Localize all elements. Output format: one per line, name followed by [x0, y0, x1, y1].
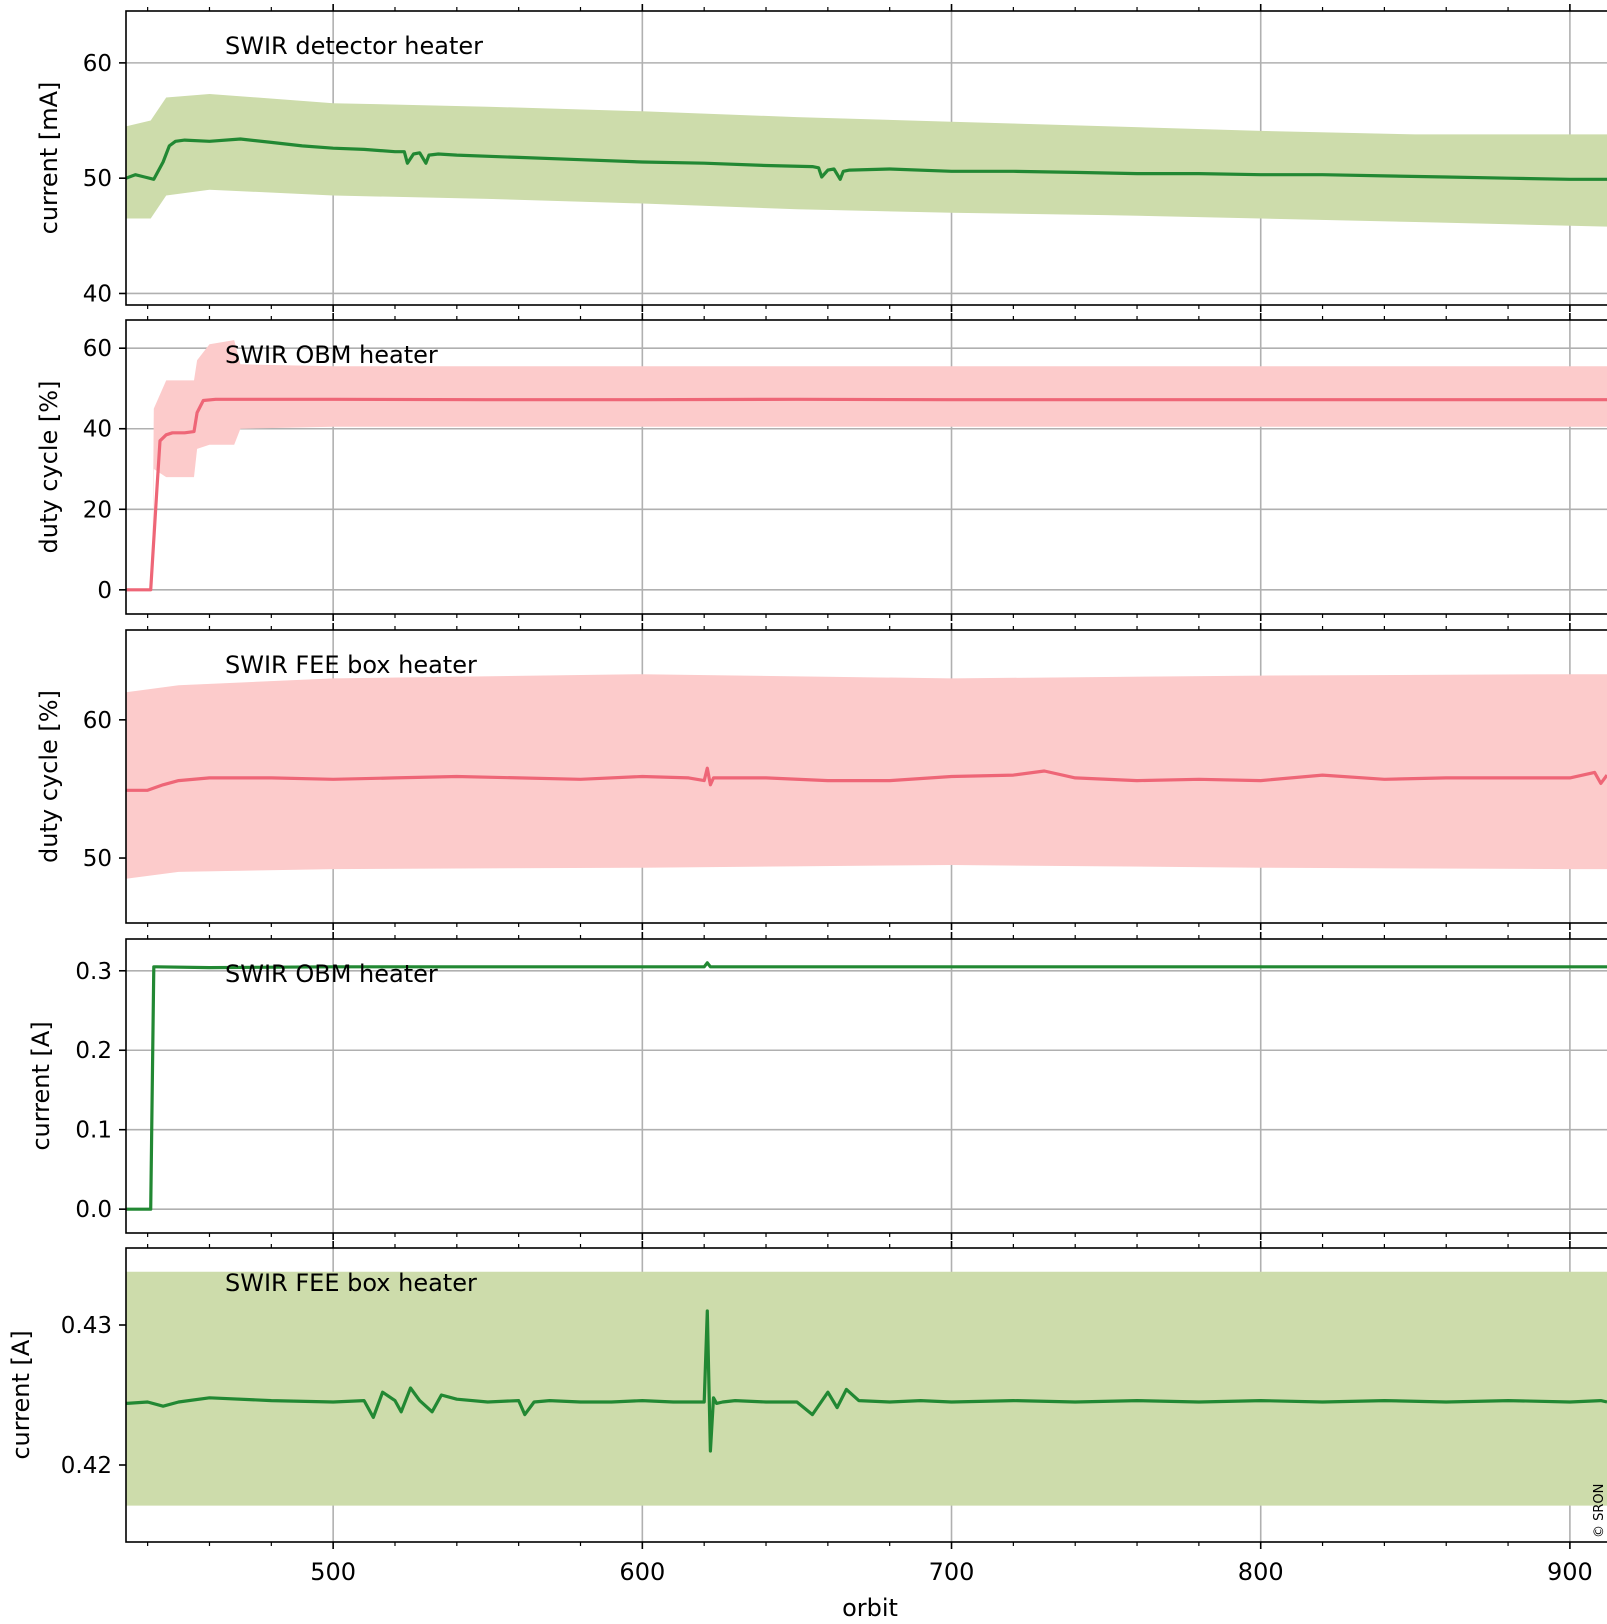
grid-lines: [126, 939, 1607, 1233]
x-tick-label: 700: [929, 1558, 975, 1586]
y-tick-label: 0.43: [61, 1313, 112, 1339]
mean-line: [126, 397, 1607, 592]
y-tick-label: 0.2: [75, 1038, 112, 1064]
x-tick-label: 500: [310, 1558, 356, 1586]
y-axis-label: duty cycle [%]: [35, 690, 63, 863]
y-axis: 40 50 60: [83, 51, 126, 307]
panel-2: 0 20 40 60 duty cycle [%] SWIR OBM heater: [35, 313, 1607, 621]
y-axis-label: current [mA]: [35, 82, 63, 235]
watermark: © SRON: [1592, 1484, 1607, 1538]
y-tick-label: 0.3: [75, 959, 112, 985]
y-axis-label: current [A]: [27, 1021, 55, 1150]
x-ticks: [147, 4, 1571, 312]
x-axis-label: orbit: [842, 1594, 898, 1622]
series-group: [126, 1271, 1607, 1506]
panel-frame: [125, 10, 1607, 306]
y-tick-label: 40: [83, 417, 112, 443]
y-tick-label: 0.0: [75, 1197, 112, 1223]
mean-line: [126, 1309, 1607, 1453]
range-band: [152, 340, 1607, 590]
y-axis: 50 60: [83, 708, 126, 872]
y-tick-label: 0.42: [61, 1453, 112, 1479]
x-ticks: [147, 623, 1571, 930]
panel-5: 0.42 0.43 current [A] SWIR FEE box heater: [7, 1241, 1607, 1549]
y-axis: 0.42 0.43: [61, 1313, 126, 1479]
series-group: [126, 94, 1607, 227]
series-group: [126, 674, 1607, 879]
panel-title: SWIR detector heater: [225, 32, 483, 60]
panel-title: SWIR FEE box heater: [225, 1269, 477, 1297]
mean-line: [126, 766, 1607, 792]
range-band: [126, 1271, 1607, 1506]
panel-frame: [125, 319, 1607, 615]
y-axis: 0 20 40 60: [83, 336, 126, 604]
panel-4: 0.0 0.1 0.2 0.3 current [A] SWIR OBM heater: [27, 932, 1607, 1240]
panel-3: 50 60 duty cycle [%] SWIR FEE box heater: [35, 623, 1607, 930]
panels: 40 50 60 current [mA] SWIR detector heater 0 2…: [7, 4, 1607, 1549]
x-ticks: [147, 932, 1571, 1240]
y-axis-label: duty cycle [%]: [35, 381, 63, 554]
x-tick-label: 900: [1547, 1558, 1593, 1586]
y-tick-label: 20: [83, 497, 112, 523]
panel-title: SWIR OBM heater: [225, 960, 438, 988]
panel-frame: [125, 1247, 1607, 1543]
x-tick-label: 800: [1238, 1558, 1284, 1586]
range-band: [126, 94, 1607, 227]
mean-line: [126, 961, 1607, 1211]
panel-title: SWIR OBM heater: [225, 341, 438, 369]
y-tick-label: 60: [83, 336, 112, 362]
x-ticks: [147, 1241, 1571, 1549]
y-tick-label: 50: [83, 846, 112, 872]
y-tick-label: 60: [83, 708, 112, 734]
y-tick-label: 50: [83, 166, 112, 192]
series-group: [126, 961, 1607, 1211]
range-band: [126, 674, 1607, 879]
panel-frame: [125, 938, 1607, 1234]
y-tick-label: 0.1: [75, 1118, 112, 1144]
panel-1: 40 50 60 current [mA] SWIR detector heater: [35, 4, 1607, 312]
x-axis-tick-labels: 500 600 700 800 900: [310, 1558, 1593, 1586]
series-group: [126, 340, 1607, 592]
mean-line: [126, 137, 1607, 181]
panel-frame: [125, 629, 1607, 924]
y-tick-label: 0: [97, 578, 112, 604]
x-tick-label: 600: [619, 1558, 665, 1586]
y-axis: 0.0 0.1 0.2 0.3: [75, 959, 126, 1223]
y-tick-label: 60: [83, 51, 112, 77]
y-tick-label: 40: [83, 281, 112, 307]
y-axis-label: current [A]: [7, 1330, 35, 1459]
panel-title: SWIR FEE box heater: [225, 651, 477, 679]
x-ticks: [147, 313, 1571, 621]
